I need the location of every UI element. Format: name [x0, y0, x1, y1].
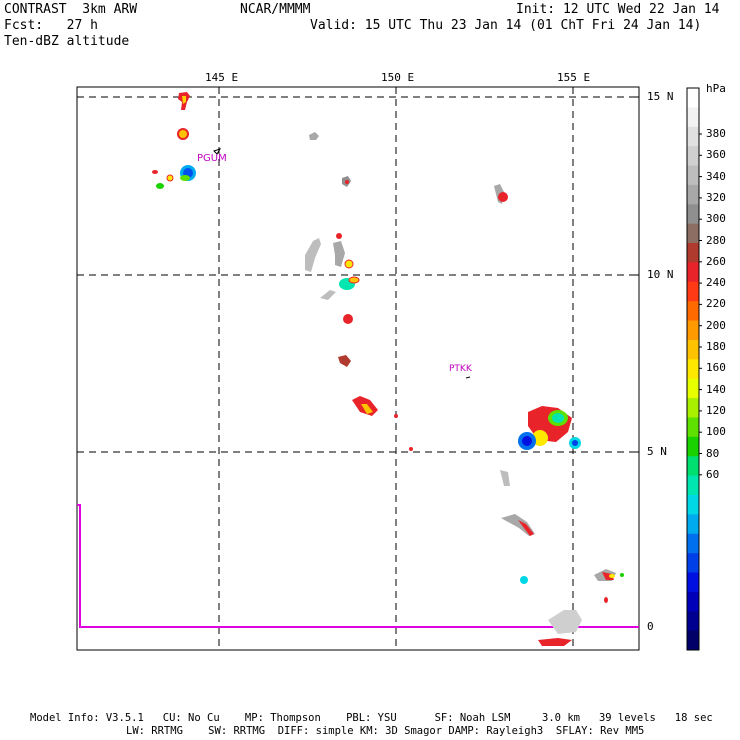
cell	[305, 238, 321, 272]
colorbar-swatch	[687, 436, 699, 457]
lon-label-150e: 150 E	[381, 71, 415, 84]
colorbar-swatch	[687, 591, 699, 612]
cell	[343, 314, 353, 324]
colorbar-swatch	[687, 456, 699, 477]
storm-cells	[152, 92, 624, 646]
init-time: Init: 12 UTC Wed 22 Jan 14	[516, 2, 720, 17]
colorbar-label: 380	[706, 127, 726, 140]
colorbar-label: 160	[706, 361, 726, 375]
field-name: Ten-dBZ altitude	[4, 34, 130, 49]
colorbar-swatch	[687, 572, 699, 593]
valid-time: Valid: 15 UTC Thu 23 Jan 14 (01 ChT Fri …	[310, 18, 702, 33]
station-pgum: PGUM	[197, 153, 227, 164]
cell	[344, 259, 354, 269]
station-ptkk: PTKK	[449, 364, 473, 374]
colorbar-swatch	[687, 630, 699, 651]
lat-label-5n: 5 N	[647, 445, 667, 458]
guam-island-icon	[213, 148, 222, 155]
colorbar-swatch	[687, 359, 699, 380]
cell	[338, 355, 351, 367]
lat-lon-grid	[77, 87, 639, 650]
cell	[333, 241, 345, 267]
lat-label-0: 0	[647, 620, 654, 633]
model-info-line1: Model Info: V3.5.1 CU: No Cu MP: Thompso…	[30, 712, 713, 724]
colorbar-swatch	[687, 320, 699, 341]
colorbar-label: 120	[706, 403, 726, 417]
lon-label-145e: 145 E	[205, 71, 239, 84]
colorbar-label: 80	[706, 446, 720, 460]
colorbar-swatch	[687, 223, 699, 244]
lat-label-10n: 10 N	[647, 268, 674, 281]
lon-label-155e: 155 E	[557, 71, 591, 84]
colorbar-label: 300	[706, 212, 726, 226]
colorbar-swatch	[687, 126, 699, 147]
colorbar-swatch	[687, 301, 699, 322]
colorbar-swatch	[687, 475, 699, 496]
colorbar-swatch	[687, 514, 699, 535]
colorbar-swatch	[687, 417, 699, 438]
colorbar-swatch	[687, 494, 699, 515]
colorbar-swatch	[687, 533, 699, 554]
cell	[156, 183, 164, 189]
colorbar-swatch	[687, 378, 699, 399]
colorbar-label: 60	[706, 467, 720, 481]
colorbar-swatch	[687, 243, 699, 263]
colorbar-swatch	[687, 204, 699, 225]
colorbar-swatch	[687, 184, 699, 205]
cell	[520, 576, 528, 584]
model-info-line2: LW: RRTMG SW: RRTMG DIFF: simple KM: 3D …	[126, 725, 645, 737]
colorbar-label: 320	[706, 190, 726, 204]
colorbar-swatch	[687, 262, 699, 283]
cell	[309, 132, 319, 140]
forecast-hour: Fcst: 27 h	[4, 18, 98, 33]
colorbar-swatch	[687, 165, 699, 186]
colorbar-label: 100	[706, 425, 726, 439]
colorbar-label: 240	[706, 276, 726, 290]
organization: NCAR/MMMM	[240, 2, 311, 17]
colorbar-swatch	[687, 553, 699, 573]
cell	[152, 170, 158, 174]
colorbar-swatch	[687, 107, 699, 128]
colorbar-label: 360	[706, 148, 726, 162]
colorbar-swatch	[687, 339, 699, 360]
colorbar-swatch	[687, 88, 699, 108]
cell	[177, 128, 189, 140]
colorbar-label: 280	[706, 233, 726, 247]
colorbar-label: 220	[706, 297, 726, 311]
nest-boundary	[77, 504, 639, 628]
stations: PGUM PTKK	[197, 96, 473, 379]
colorbar-swatch	[687, 281, 699, 302]
cell	[336, 233, 342, 239]
lat-label-15n: 15 N	[647, 90, 674, 103]
model-title: CONTRAST 3km ARW	[4, 2, 138, 17]
colorbar-label: 340	[706, 169, 726, 183]
colorbar-label: 140	[706, 382, 726, 396]
colorbar-unit: hPa	[706, 82, 726, 95]
colorbar-label: 260	[706, 254, 726, 268]
colorbar	[686, 87, 702, 651]
cell	[548, 610, 582, 634]
map-frame	[76, 86, 640, 651]
colorbar-swatch	[687, 146, 699, 167]
colorbar-label: 180	[706, 340, 726, 353]
colorbar-swatch	[687, 398, 699, 418]
colorbar-swatch	[687, 611, 699, 632]
cell	[166, 174, 174, 182]
colorbar-label: 200	[706, 318, 726, 332]
